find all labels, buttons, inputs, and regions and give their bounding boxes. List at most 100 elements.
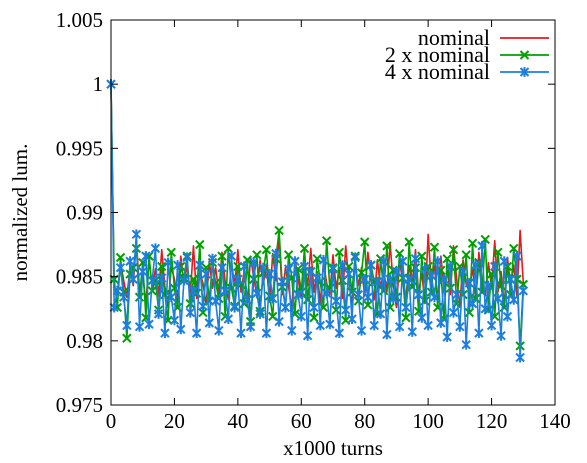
data-point [277, 276, 287, 287]
data-point [274, 225, 284, 236]
data-point [274, 316, 284, 327]
data-point [404, 237, 414, 247]
data-point [147, 275, 157, 286]
data-point [166, 247, 176, 257]
data-point [229, 302, 240, 313]
data-point [115, 252, 126, 263]
data-point [255, 308, 265, 319]
data-point [461, 339, 471, 350]
data-point [445, 261, 456, 272]
data-point [363, 292, 373, 303]
data-point [379, 256, 389, 267]
data-point [401, 313, 411, 323]
x-tick-label: 60 [291, 409, 312, 433]
data-point [223, 243, 234, 254]
data-point [191, 328, 202, 339]
data-point [293, 289, 303, 300]
x-tick-label: 20 [164, 409, 185, 433]
x-tick-label: 140 [539, 409, 571, 433]
data-point [499, 256, 509, 267]
data-point [467, 298, 478, 309]
data-point [493, 293, 503, 304]
data-point [242, 294, 253, 305]
data-point [128, 274, 138, 285]
y-tick-label: 0.98 [66, 329, 103, 353]
data-point [280, 302, 291, 313]
data-point [483, 280, 494, 291]
data-point [134, 321, 145, 332]
data-point [442, 253, 452, 264]
data-point [239, 261, 249, 272]
data-point [252, 288, 262, 299]
data-point [432, 256, 443, 267]
x-axis-label: x1000 turns [283, 436, 383, 460]
data-point [417, 312, 427, 323]
data-point [252, 250, 262, 260]
x-tick-label: 40 [227, 409, 248, 433]
data-point [413, 289, 424, 300]
data-point [347, 314, 357, 325]
data-point [210, 278, 221, 288]
y-axis-label: normalized lum. [8, 144, 32, 282]
data-point [344, 269, 354, 280]
data-point [353, 289, 364, 300]
data-point [490, 261, 500, 272]
data-point [318, 254, 329, 265]
data-point [331, 296, 341, 307]
data-point [455, 321, 465, 332]
data-point [296, 311, 306, 322]
data-point [309, 313, 319, 323]
data-point [448, 245, 459, 255]
data-point [125, 256, 135, 267]
data-point [360, 274, 370, 285]
x-tick-label: 120 [476, 409, 508, 433]
data-point [118, 292, 129, 303]
data-point [509, 294, 519, 305]
data-point [299, 243, 310, 254]
data-point [480, 303, 490, 314]
data-point [404, 274, 414, 285]
data-point [166, 292, 176, 303]
data-point [436, 317, 446, 328]
data-point [188, 285, 199, 296]
data-point [179, 275, 189, 286]
data-point [340, 305, 351, 316]
data-point [464, 278, 475, 289]
y-tick-label: 0.975 [56, 393, 103, 417]
data-point [198, 301, 208, 312]
data-point [315, 320, 326, 331]
data-point [350, 252, 360, 263]
data-point [334, 328, 345, 339]
data-point [467, 238, 478, 249]
data-point [331, 305, 341, 315]
data-point [236, 328, 246, 339]
legend-label: 2 x nominal [385, 42, 490, 67]
data-point [328, 263, 338, 274]
data-point [210, 296, 221, 307]
data-point [233, 274, 243, 285]
data-point [429, 292, 440, 303]
series-layer [106, 79, 528, 363]
data-point [382, 241, 392, 251]
data-point [398, 256, 408, 267]
data-point [312, 272, 322, 283]
data-point [223, 314, 234, 325]
data-point [382, 329, 392, 340]
data-point [394, 248, 405, 259]
legend-label: 4 x nominal [385, 59, 490, 84]
data-point [464, 307, 475, 318]
data-point [144, 319, 154, 330]
data-point [271, 248, 281, 259]
data-point [325, 319, 335, 330]
data-point [334, 247, 345, 257]
data-point [188, 274, 199, 284]
data-point [477, 240, 487, 251]
data-point [385, 302, 395, 313]
data-point [160, 328, 170, 339]
data-point [360, 237, 370, 247]
data-point [407, 326, 417, 337]
legend-label: nominal [418, 25, 490, 50]
